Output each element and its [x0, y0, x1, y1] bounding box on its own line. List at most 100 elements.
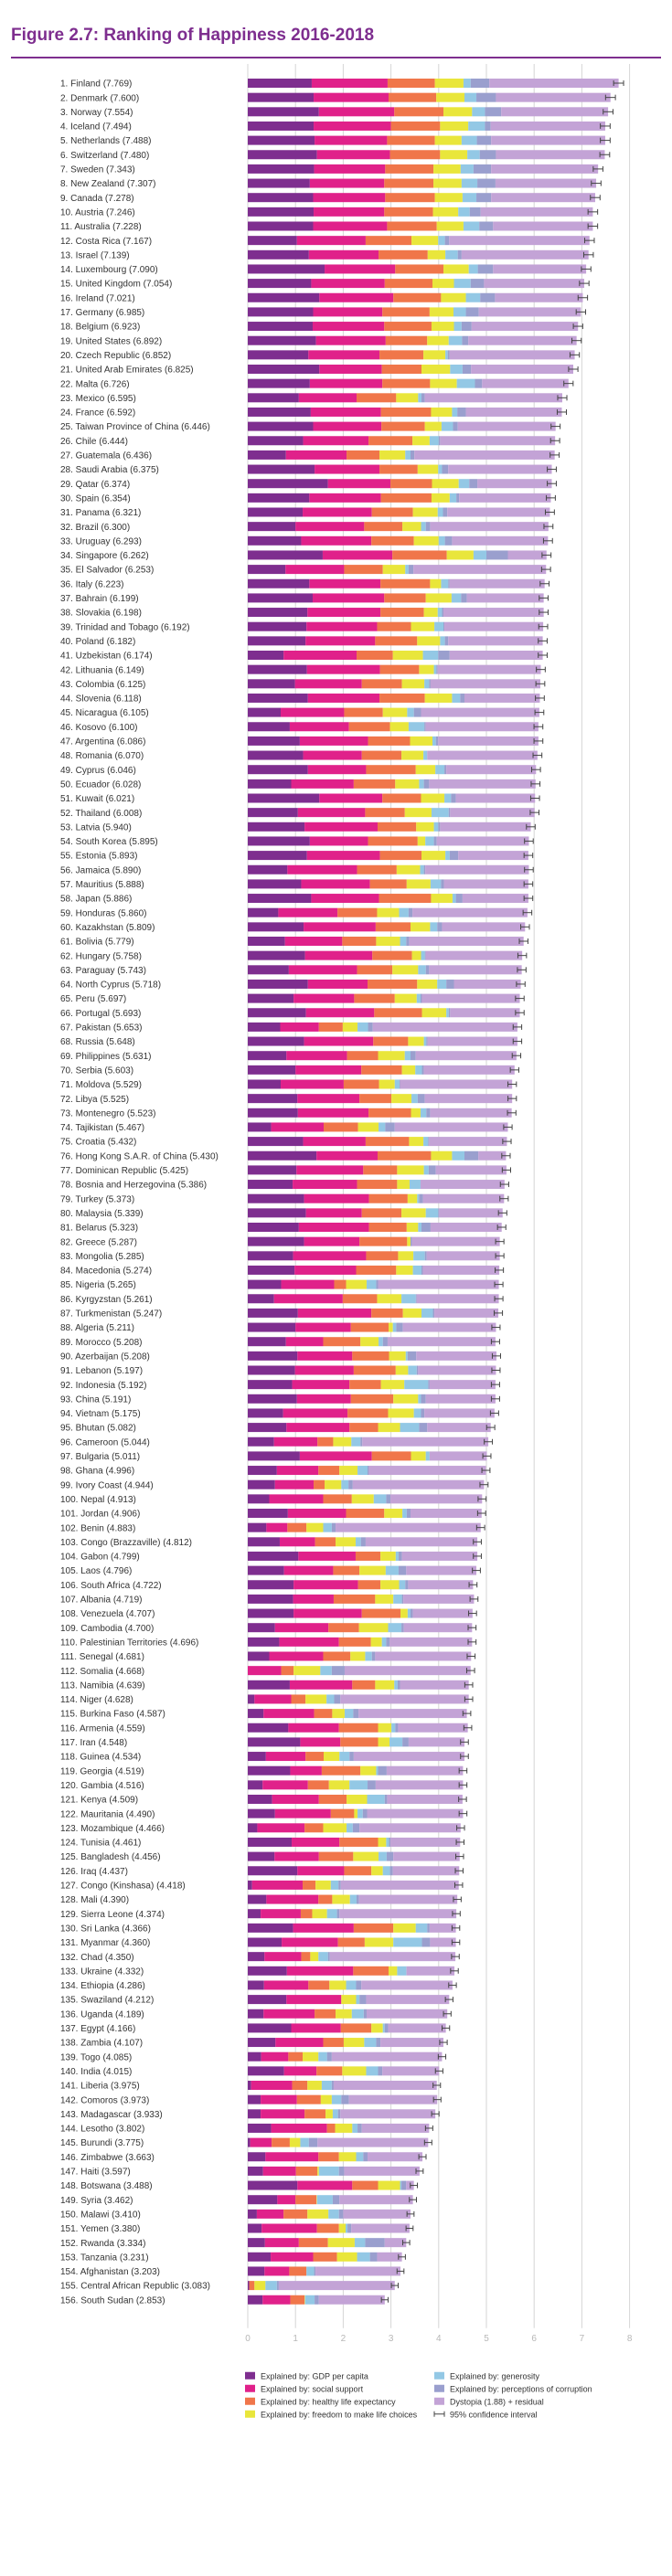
bar-segment-dystopia	[490, 121, 605, 131]
bar-segment-social	[251, 1880, 304, 1890]
bar-segment-freedom	[406, 1223, 419, 1232]
bar-segment-corruption	[365, 2238, 385, 2248]
bar-segment-gdp	[248, 1909, 261, 1919]
country-label: 62. Hungary (5.758)	[60, 951, 142, 961]
country-label: 115. Burkina Faso (4.587)	[60, 1710, 165, 1720]
bar-segment-social	[291, 779, 354, 789]
ci-whisker	[600, 137, 611, 143]
bar-segment-dystopia	[491, 135, 605, 145]
bar-segment-freedom	[402, 1308, 422, 1318]
bar-row	[248, 793, 536, 803]
bar-segment-generosity	[424, 679, 430, 689]
bar-segment-health	[328, 1623, 359, 1633]
bar-segment-health	[395, 264, 444, 274]
country-label: 50. Ecuador (6.028)	[60, 779, 141, 790]
bar-segment-generosity	[430, 879, 442, 889]
bar-segment-generosity	[316, 2195, 333, 2205]
ci-whisker	[533, 724, 544, 730]
bar-segment-dystopia	[315, 2266, 401, 2276]
country-label: 74. Tajikistan (5.467)	[60, 1123, 144, 1133]
bar-segment-generosity	[347, 1823, 353, 1833]
bar-segment-dystopia	[344, 2166, 420, 2176]
bar-segment-corruption	[326, 2051, 332, 2062]
bar-segment-gdp	[248, 121, 315, 131]
bar-segment-generosity	[451, 593, 462, 603]
bar-segment-gdp	[248, 1737, 301, 1747]
bar-segment-generosity	[437, 608, 443, 618]
bar-segment-health	[342, 1294, 378, 1304]
country-label: 99. Ivory Coast (4.944)	[60, 1480, 154, 1490]
bar-segment-dystopia	[429, 1451, 487, 1461]
bar-segment-freedom	[323, 1823, 347, 1833]
country-label: 97. Bulgaria (5.011)	[60, 1452, 140, 1462]
bar-row	[248, 2223, 410, 2233]
bar-segment-health	[371, 507, 413, 517]
bar-row	[248, 1637, 473, 1647]
x-tick-label: 8	[627, 2334, 633, 2344]
country-label: 92. Indonesia (5.192)	[60, 1381, 147, 1391]
bar-segment-corruption	[417, 1094, 425, 1104]
bar-row	[248, 164, 599, 174]
country-label: 5. Netherlands (7.488)	[60, 136, 152, 146]
bar-segment-gdp	[248, 1279, 282, 1289]
bar-segment-corruption	[371, 1651, 376, 1661]
ci-whisker	[549, 451, 560, 458]
bar-segment-gdp	[248, 608, 308, 618]
bar-segment-generosity	[467, 150, 480, 160]
bar-segment-gdp	[248, 1451, 300, 1461]
bar-segment-corruption	[349, 1752, 354, 1762]
bar-segment-generosity	[413, 1408, 421, 1418]
bar-segment-corruption	[411, 1608, 413, 1618]
ci-whisker	[479, 1481, 489, 1488]
ci-whisker	[557, 395, 568, 401]
bar-segment-health	[382, 307, 430, 317]
x-tick-label: 1	[293, 2334, 298, 2344]
bar-segment-generosity	[438, 535, 445, 546]
bar-segment-generosity	[349, 1780, 368, 1790]
bar-segment-freedom	[380, 1551, 396, 1561]
bar-segment-corruption	[421, 1265, 423, 1275]
country-label: 77. Dominican Republic (5.425)	[60, 1166, 188, 1176]
bar-segment-social	[299, 1451, 372, 1461]
bar-segment-gdp	[248, 350, 309, 360]
bar-segment-social	[264, 1952, 302, 1962]
bar-segment-gdp	[248, 207, 315, 217]
bar-segment-health	[387, 135, 435, 145]
bar-segment-corruption	[338, 1880, 341, 1890]
ci-whisker	[466, 1653, 476, 1659]
bar-segment-freedom	[396, 1265, 413, 1275]
bar-row	[248, 249, 589, 260]
ci-whisker	[458, 1767, 468, 1774]
ci-whisker	[390, 2283, 400, 2289]
bar-segment-dystopia	[387, 1337, 496, 1347]
bar-segment-gdp	[248, 1251, 293, 1261]
bar-row	[248, 937, 524, 946]
bar-segment-social	[286, 1995, 342, 2005]
bar-segment-dystopia	[427, 1036, 517, 1046]
bar-segment-freedom	[293, 1666, 321, 1676]
bar-segment-gdp	[248, 2051, 261, 2062]
bar-row	[248, 479, 552, 489]
bar-row	[248, 2266, 401, 2276]
bar-segment-dystopia	[429, 1380, 496, 1390]
bar-segment-gdp	[248, 1351, 298, 1361]
bar-segment-dystopia	[439, 1208, 503, 1218]
bar-segment-health	[371, 1308, 403, 1318]
bar-row	[248, 1651, 472, 1661]
bar-segment-generosity	[405, 1351, 408, 1361]
bar-segment-corruption	[423, 864, 426, 875]
bar-segment-health	[361, 1208, 402, 1218]
bar-segment-corruption	[398, 1551, 402, 1561]
bar-segment-health	[338, 1637, 371, 1647]
bar-segment-freedom	[421, 365, 451, 374]
bar-segment-generosity	[389, 1737, 403, 1747]
bar-row	[248, 1680, 469, 1690]
bar-row	[248, 2123, 430, 2133]
bar-segment-social	[306, 664, 380, 674]
country-label: 46. Kosovo (6.100)	[60, 723, 138, 733]
bar-segment-freedom	[431, 407, 453, 417]
bar-segment-health	[353, 1365, 396, 1375]
bar-segment-generosity	[416, 993, 421, 1003]
bar-segment-dystopia	[352, 1479, 485, 1489]
bar-segment-freedom	[392, 965, 419, 975]
